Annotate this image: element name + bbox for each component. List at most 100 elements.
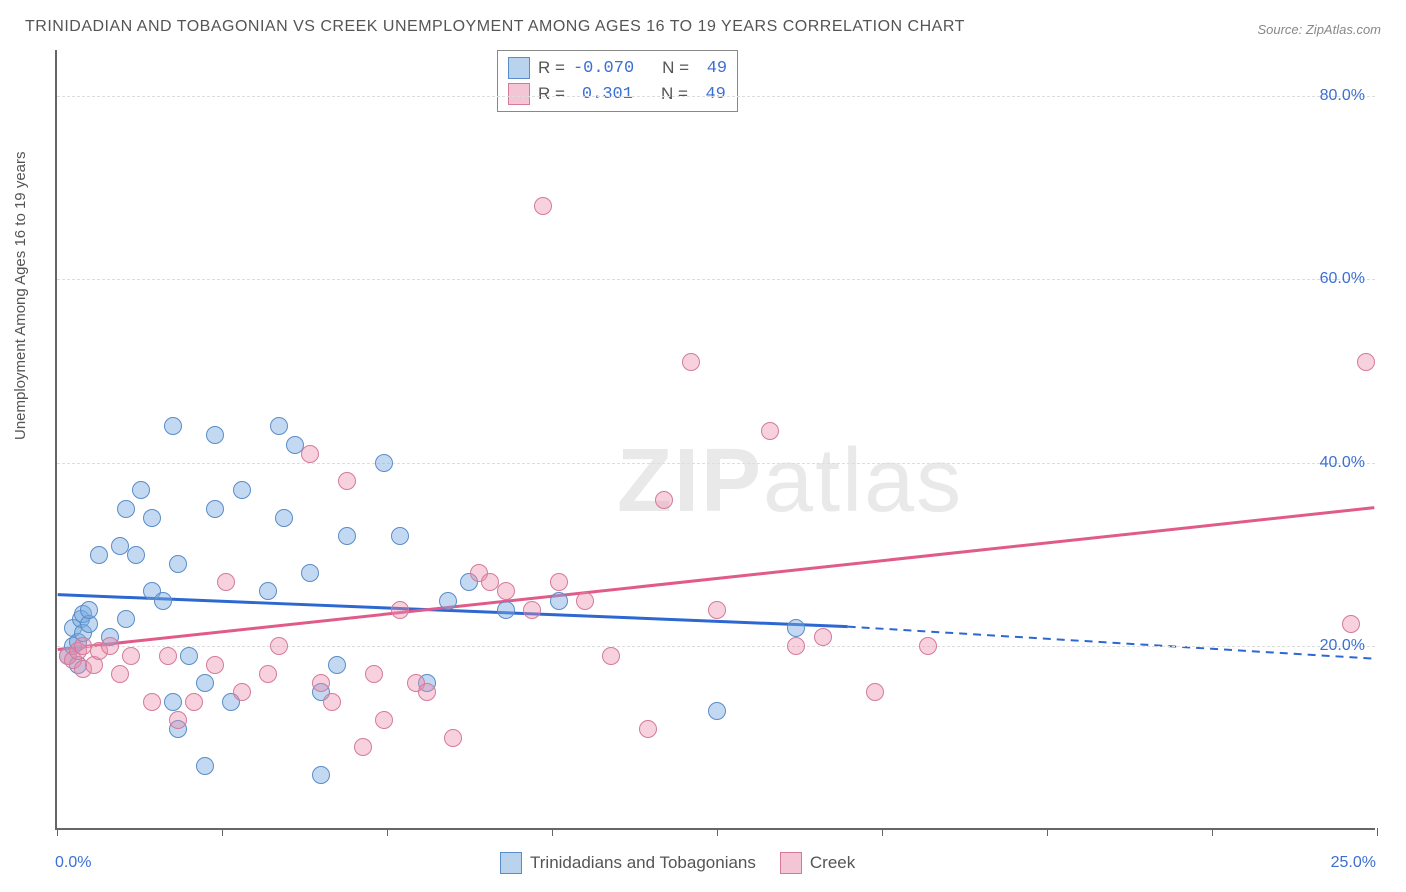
scatter-point	[761, 422, 779, 440]
r-value: -0.070	[573, 59, 634, 78]
x-axis-max-label: 25.0%	[1331, 854, 1376, 872]
r-value: 0.301	[573, 85, 633, 104]
legend-label: Creek	[810, 853, 855, 873]
x-axis-min-label: 0.0%	[55, 854, 91, 872]
x-tick	[717, 828, 718, 836]
scatter-point	[154, 592, 172, 610]
scatter-point	[270, 637, 288, 655]
x-tick	[552, 828, 553, 836]
legend-swatch	[508, 83, 530, 105]
scatter-point	[143, 693, 161, 711]
scatter-point	[169, 555, 187, 573]
scatter-point	[80, 601, 98, 619]
r-label: R =	[538, 58, 565, 78]
y-tick-label: 60.0%	[1320, 270, 1365, 288]
scatter-point	[122, 647, 140, 665]
legend-swatch	[508, 57, 530, 79]
source-label: Source: ZipAtlas.com	[1257, 22, 1381, 37]
n-label: N =	[662, 58, 689, 78]
scatter-point	[259, 582, 277, 600]
legend-stat-row: R = -0.070 N = 49	[508, 55, 727, 81]
y-tick-label: 40.0%	[1320, 454, 1365, 472]
scatter-point	[497, 582, 515, 600]
scatter-point	[375, 711, 393, 729]
scatter-point	[233, 683, 251, 701]
scatter-point	[602, 647, 620, 665]
scatter-point	[328, 656, 346, 674]
scatter-point	[301, 564, 319, 582]
legend-swatch	[500, 852, 522, 874]
legend-label: Trinidadians and Tobagonians	[530, 853, 756, 873]
legend-item: Creek	[780, 852, 855, 874]
scatter-point	[365, 665, 383, 683]
gridline	[57, 463, 1375, 464]
plot-area: ZIPatlas R = -0.070 N = 49 R = 0.301 N = 49 20.…	[55, 50, 1375, 830]
x-tick	[1212, 828, 1213, 836]
n-value: 49	[696, 85, 726, 104]
x-tick	[1047, 828, 1048, 836]
scatter-point	[90, 546, 108, 564]
scatter-point	[439, 592, 457, 610]
scatter-point	[338, 472, 356, 490]
scatter-point	[639, 720, 657, 738]
scatter-point	[312, 766, 330, 784]
scatter-point	[101, 637, 119, 655]
scatter-point	[217, 573, 235, 591]
scatter-point	[576, 592, 594, 610]
scatter-point	[159, 647, 177, 665]
scatter-point	[523, 601, 541, 619]
y-tick-label: 20.0%	[1320, 637, 1365, 655]
chart-title: TRINIDADIAN AND TOBAGONIAN VS CREEK UNEM…	[25, 18, 965, 36]
scatter-point	[919, 637, 937, 655]
regression-line	[58, 508, 1375, 650]
scatter-point	[787, 619, 805, 637]
scatter-point	[111, 665, 129, 683]
scatter-point	[354, 738, 372, 756]
x-tick	[1377, 828, 1378, 836]
scatter-point	[814, 628, 832, 646]
scatter-point	[275, 509, 293, 527]
n-value: 49	[697, 59, 727, 78]
scatter-point	[1357, 353, 1375, 371]
scatter-point	[323, 693, 341, 711]
scatter-point	[196, 757, 214, 775]
scatter-point	[164, 417, 182, 435]
scatter-point	[301, 445, 319, 463]
series-legend: Trinidadians and Tobagonians Creek	[500, 852, 855, 874]
correlation-legend: R = -0.070 N = 49 R = 0.301 N = 49	[497, 50, 738, 112]
y-axis-label: Unemployment Among Ages 16 to 19 years	[12, 151, 29, 440]
scatter-point	[117, 610, 135, 628]
scatter-point	[196, 674, 214, 692]
r-label: R =	[538, 84, 565, 104]
scatter-point	[550, 592, 568, 610]
scatter-point	[259, 665, 277, 683]
n-label: N =	[661, 84, 688, 104]
x-tick	[57, 828, 58, 836]
scatter-point	[708, 702, 726, 720]
scatter-point	[375, 454, 393, 472]
scatter-point	[169, 711, 187, 729]
legend-item: Trinidadians and Tobagonians	[500, 852, 756, 874]
gridline	[57, 96, 1375, 97]
scatter-point	[270, 417, 288, 435]
scatter-point	[497, 601, 515, 619]
scatter-point	[682, 353, 700, 371]
y-tick-label: 80.0%	[1320, 87, 1365, 105]
scatter-point	[117, 500, 135, 518]
scatter-point	[866, 683, 884, 701]
scatter-point	[418, 683, 436, 701]
scatter-point	[1342, 615, 1360, 633]
scatter-point	[164, 693, 182, 711]
scatter-point	[233, 481, 251, 499]
scatter-point	[391, 527, 409, 545]
scatter-point	[708, 601, 726, 619]
gridline	[57, 646, 1375, 647]
legend-stat-row: R = 0.301 N = 49	[508, 81, 727, 107]
watermark: ZIPatlas	[617, 430, 963, 533]
scatter-point	[206, 500, 224, 518]
scatter-point	[338, 527, 356, 545]
scatter-point	[655, 491, 673, 509]
legend-swatch	[780, 852, 802, 874]
x-tick	[387, 828, 388, 836]
scatter-point	[143, 509, 161, 527]
